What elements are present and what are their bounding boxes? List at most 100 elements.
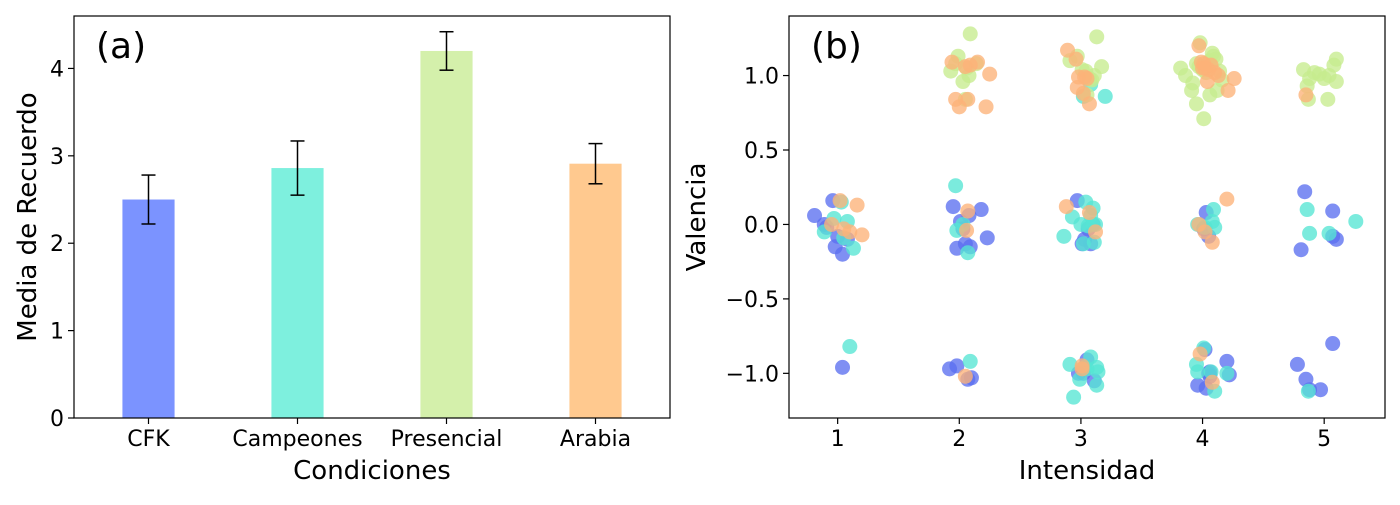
y-ticks-b: −1.0 −0.5 0.0 0.5 1.0 [726, 65, 789, 387]
x-tick-label: 2 [952, 427, 966, 452]
y-axis-label-b: Valencia [682, 163, 712, 272]
scatter-point [835, 359, 851, 375]
y-tick-label: −0.5 [726, 288, 779, 313]
y-tick-label: −1.0 [726, 362, 779, 387]
panel-label-a: (a) [96, 26, 146, 67]
scatter-point [1075, 236, 1091, 252]
x-tick-label: 5 [1317, 427, 1331, 452]
scatter-point [948, 178, 964, 194]
scatter-point [1196, 111, 1212, 127]
scatter-point [1056, 228, 1072, 244]
scatter-point [1325, 203, 1341, 219]
scatter-point [1220, 82, 1236, 98]
scatter-point [849, 197, 865, 213]
scatter-point [944, 54, 960, 70]
scatter-point [1199, 74, 1215, 90]
scatter-point [1191, 38, 1207, 54]
scatter-point [1289, 356, 1305, 372]
scatter-point [957, 368, 973, 384]
x-tick-label: 4 [1196, 427, 1210, 452]
scatter-point [1192, 346, 1208, 362]
y-tick-label: 2 [50, 232, 64, 257]
scatter-point [1219, 353, 1235, 369]
error-bars [141, 30, 603, 225]
y-tick-label: 0 [50, 407, 64, 432]
scatter-point [962, 353, 978, 369]
scatter-point [1066, 389, 1082, 405]
x-tick-label: 3 [1074, 427, 1088, 452]
scatter-chart-panel: −1.0 −0.5 0.0 0.5 1.0 1 2 3 4 5 (b) Intensidad V… [682, 15, 1386, 486]
scatter-point [1089, 377, 1105, 393]
scatter-point [1313, 382, 1329, 398]
scatter-point [842, 339, 858, 355]
scatter-point [1321, 225, 1337, 241]
scatter-point [1094, 59, 1110, 75]
y-tick-label: 1 [50, 320, 64, 345]
scatter-point [1348, 213, 1364, 229]
x-tick-label: Presencial [391, 427, 503, 452]
scatter-point [1090, 364, 1106, 380]
x-tick-label: 1 [831, 427, 845, 452]
y-tick-label: 3 [50, 145, 64, 170]
y-axis-label-a: Media de Recuerdo [13, 92, 43, 341]
scatter-point [854, 227, 870, 243]
scatter-point [1325, 336, 1341, 352]
scatter-point [1081, 205, 1097, 221]
scatter-point [1079, 71, 1095, 87]
scatter-point [1205, 202, 1221, 218]
scatter-point [1293, 242, 1309, 258]
scatter-point [1197, 224, 1213, 240]
x-axis-label-b: Intensidad [1019, 456, 1156, 486]
scatter-point [1058, 199, 1074, 215]
scatter-point [1190, 364, 1206, 380]
scatter-point [1097, 88, 1113, 104]
scatter-point [1184, 82, 1200, 98]
x-tick-label: Arabia [560, 427, 631, 452]
scatter-point [970, 54, 986, 70]
scatter-point [1062, 356, 1078, 372]
x-ticks-b: 1 2 3 4 5 [831, 418, 1331, 452]
scatter-point [1209, 82, 1225, 98]
y-tick-label: 0.0 [744, 213, 779, 238]
scatter-point [973, 202, 989, 218]
scatter-point [1068, 51, 1084, 67]
scatter-point [1089, 29, 1105, 45]
scatter-point [1302, 225, 1318, 241]
scatter-point [1074, 361, 1090, 377]
scatter-point [1210, 68, 1226, 84]
x-axis-label-a: Condiciones [293, 456, 451, 486]
scatter-point [1088, 224, 1104, 240]
scatter-point [845, 240, 861, 256]
scatter-point [842, 224, 858, 240]
scatter-point [832, 193, 848, 209]
scatter-point [959, 222, 975, 238]
plot-frame-b [788, 15, 1386, 419]
panel-label-b: (b) [811, 26, 862, 67]
y-tick-label: 0.5 [744, 139, 779, 164]
scatter-point [1298, 87, 1314, 103]
scatter-points [807, 26, 1364, 405]
x-ticks-a: CFK Campeones Presencial Arabia [127, 418, 631, 452]
scatter-point [1297, 184, 1313, 200]
scatter-point [1226, 71, 1242, 87]
y-tick-label: 4 [50, 57, 64, 82]
y-tick-label: 1.0 [744, 65, 779, 90]
scatter-point [1300, 383, 1316, 399]
x-tick-label: CFK [127, 427, 170, 452]
scatter-point [1188, 96, 1204, 112]
bar-arabia [569, 163, 622, 418]
bar-chart-panel: 0 1 2 3 4 CFK Campeones Presencial Arabia (a) C… [13, 15, 671, 486]
scatter-point [1328, 51, 1344, 67]
scatter-point [1204, 374, 1220, 390]
y-ticks-a: 0 1 2 3 4 [50, 57, 74, 432]
scatter-point [1204, 234, 1220, 250]
scatter-point [949, 358, 965, 374]
scatter-point [1081, 96, 1097, 112]
bar-series [122, 50, 622, 419]
plot-frame-a [73, 15, 671, 419]
scatter-point [945, 199, 961, 215]
scatter-point [1204, 213, 1220, 229]
scatter-point [960, 203, 976, 219]
